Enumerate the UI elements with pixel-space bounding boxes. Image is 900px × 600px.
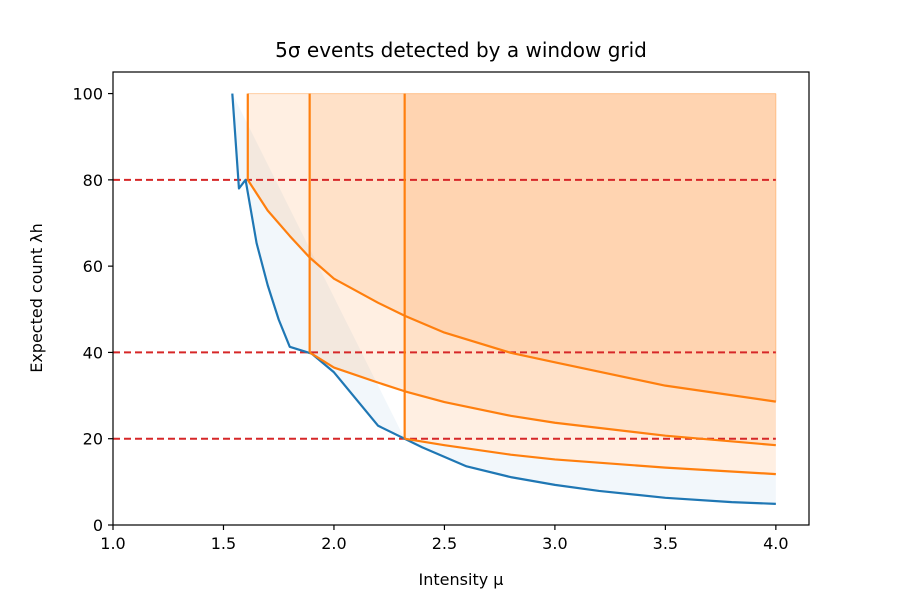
plot-frame: [112, 71, 810, 526]
x-tick-label: 1.0: [100, 534, 125, 553]
y-axis-label: Expected count λh: [27, 223, 46, 373]
x-tick-label: 3.5: [653, 534, 678, 553]
y-tick-label: 40: [83, 343, 103, 362]
grid-curve: [246, 179, 777, 403]
grid-window-fill: [404, 93, 776, 475]
plot-area: [113, 92, 777, 505]
x-tick-label: 2.0: [321, 534, 346, 553]
x-tick-label: 2.5: [432, 534, 457, 553]
x-tick-label: 3.0: [542, 534, 567, 553]
y-tick-label: 60: [83, 257, 103, 276]
threshold-curve: [231, 93, 776, 505]
y-tick-label: 0: [93, 516, 103, 535]
y-tick-label: 20: [83, 430, 103, 449]
chart-title: 5σ events detected by a window grid: [275, 38, 647, 62]
axis-ticks: 1.0 1.5 2.0 2.5 3.0 3.5 4.0 0 20 40 60 80 100: [72, 85, 788, 553]
y-tick-label: 100: [72, 85, 103, 104]
grid-window-fill: [309, 93, 776, 446]
x-tick-label: 1.5: [211, 534, 236, 553]
grid-window-fill: [247, 93, 776, 402]
grid-curve: [309, 351, 776, 447]
detection-region-fill: [232, 93, 776, 504]
grid-curve: [404, 437, 776, 476]
y-tick-label: 80: [83, 171, 103, 190]
x-tick-label: 4.0: [763, 534, 788, 553]
x-axis-label: Intensity μ: [419, 570, 504, 589]
